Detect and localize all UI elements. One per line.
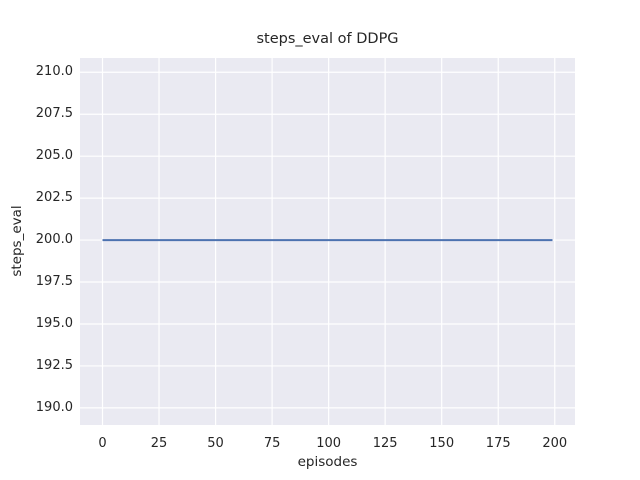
x-tick-label: 50 xyxy=(207,436,224,451)
x-tick-label: 25 xyxy=(150,436,168,451)
y-tick-label: 200.0 xyxy=(35,232,73,248)
y-tick-label: 205.0 xyxy=(35,148,73,164)
y-tick-label: 202.5 xyxy=(35,190,73,206)
x-tick-label: 150 xyxy=(429,436,455,451)
y-tick-label: 197.5 xyxy=(35,274,73,290)
y-tick-label: 207.5 xyxy=(35,106,73,122)
x-tick-label: 125 xyxy=(372,436,398,451)
x-tick-label: 100 xyxy=(316,436,342,451)
x-tick-label: 200 xyxy=(542,436,568,451)
chart-title: steps_eval of DDPG xyxy=(256,31,399,47)
x-tick-label: 175 xyxy=(485,436,511,451)
y-tick-label: 195.0 xyxy=(35,315,73,331)
x-tick-label: 75 xyxy=(263,436,281,451)
x-axis-label: episodes xyxy=(297,454,358,470)
x-tick-label: 0 xyxy=(98,436,107,451)
y-tick-label: 210.0 xyxy=(35,64,73,80)
y-tick-label: 192.5 xyxy=(35,357,73,373)
y-tick-label: 190.0 xyxy=(35,399,73,415)
plot-background xyxy=(80,58,575,425)
